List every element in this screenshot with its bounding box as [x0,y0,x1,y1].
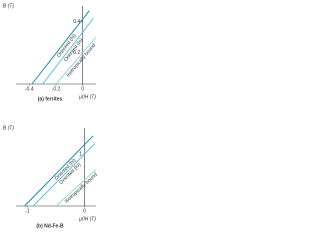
x-tick-label: 0 [83,208,86,214]
y-tick-label: 0.2 [73,50,80,56]
x-tick-label: 0 [81,86,84,92]
x-tick-label: -0.2 [52,86,61,92]
x-tick-label: -0.4 [25,86,34,92]
y-tick-label: 1 [79,151,82,157]
line [31,10,90,85]
x-axis-label: μ0H (T) [78,94,96,100]
line [55,169,97,207]
y-axis-label: B (T) [3,125,14,131]
line [24,135,94,207]
x-axis-label: μ0H (T) [78,216,96,222]
line [32,143,96,207]
y-axis-label: B (T) [3,3,14,9]
line [55,36,97,85]
caption: (a) ferrites [38,96,63,102]
line [42,18,94,85]
x-tick-label: -1 [25,208,30,214]
caption: (b) Nd-Fe-B [36,223,64,229]
y-tick-label: 0.4 [73,19,80,25]
